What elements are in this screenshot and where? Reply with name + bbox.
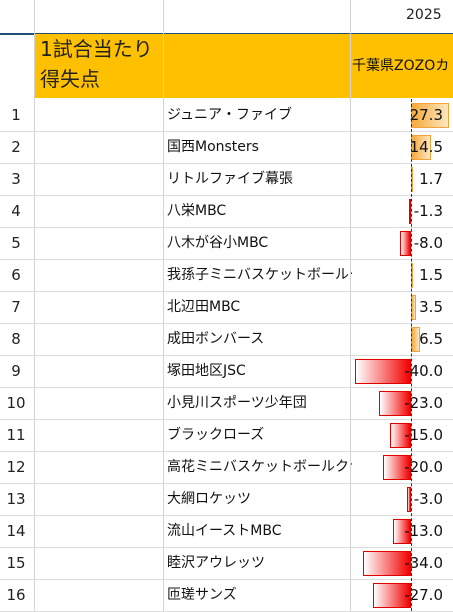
value-label: 6.5 <box>419 330 443 348</box>
value-label: -27.0 <box>404 586 443 604</box>
team-name-cell[interactable]: 八栄MBC <box>167 203 227 219</box>
row-number[interactable]: 1 <box>11 106 21 124</box>
team-name-cell[interactable]: 塚田地区JSC <box>167 363 246 379</box>
team-name-cell[interactable]: リトルファイブ幕張 <box>167 171 293 187</box>
table-row: 5 八木が谷小MBC -8.0 <box>0 227 453 260</box>
value-cell[interactable]: -13.0 <box>350 515 453 547</box>
row-number[interactable]: 13 <box>6 490 26 508</box>
value-label: 27.3 <box>409 106 443 124</box>
table-row: 3 リトルファイブ幕張 1.7 <box>0 163 453 196</box>
table-row: 1 ジュニア・ファイブ 27.3 <box>0 99 453 132</box>
table-row: 8 成田ボンバース 6.5 <box>0 323 453 356</box>
header-band <box>34 34 453 98</box>
value-label: -15.0 <box>404 426 443 444</box>
team-name-cell[interactable]: 流山イーストMBC <box>167 523 282 539</box>
table-row: 7 北辺田MBC 3.5 <box>0 291 453 324</box>
value-cell[interactable]: -15.0 <box>350 419 453 451</box>
table-row: 11 ブラックローズ -15.0 <box>0 419 453 452</box>
header-title-cell[interactable]: 1試合当たり 得失点 <box>40 37 153 91</box>
value-cell[interactable]: -1.3 <box>350 195 453 227</box>
team-name-cell[interactable]: 小見川スポーツ少年団 <box>167 395 307 411</box>
table-row: 10 小見川スポーツ少年団 -23.0 <box>0 387 453 420</box>
team-name-cell[interactable]: 匝瑳サンズ <box>167 587 237 603</box>
table-row: 12 高花ミニバスケットボールクラブ -20.0 <box>0 451 453 484</box>
value-label: -3.0 <box>413 490 443 508</box>
value-cell[interactable]: -8.0 <box>350 227 453 259</box>
value-label: -8.0 <box>413 234 443 252</box>
team-name-cell[interactable]: 高花ミニバスケットボールクラブ <box>167 459 352 475</box>
row-number[interactable]: 10 <box>6 394 26 412</box>
gridline-a <box>34 0 35 611</box>
value-cell[interactable]: 6.5 <box>350 323 453 355</box>
row-number[interactable]: 7 <box>11 298 21 316</box>
header-team-cell[interactable]: 千葉県ZOZOカ <box>352 58 450 74</box>
team-name-cell[interactable]: 大網ロケッツ <box>167 491 251 507</box>
value-label: 14.5 <box>409 138 443 156</box>
table-row: 9 塚田地区JSC -40.0 <box>0 355 453 388</box>
table-row: 2 国西Monsters 14.5 <box>0 131 453 164</box>
value-label: -1.3 <box>413 202 443 220</box>
value-label: 3.5 <box>419 298 443 316</box>
data-bar <box>406 487 411 512</box>
table-row: 6 我孫子ミニバスケットボールクラブ 1.5 <box>0 259 453 292</box>
value-label: 1.7 <box>419 170 443 188</box>
table-row: 13 大網ロケッツ -3.0 <box>0 483 453 516</box>
team-name-cell[interactable]: 睦沢アウレッツ <box>167 555 265 571</box>
value-cell[interactable]: -40.0 <box>350 355 453 387</box>
team-name-cell[interactable]: 八木が谷小MBC <box>167 235 269 251</box>
value-cell[interactable]: 1.7 <box>350 163 453 195</box>
table-row: 15 睦沢アウレッツ -34.0 <box>0 547 453 580</box>
value-cell[interactable]: -3.0 <box>350 483 453 515</box>
data-bar <box>373 583 411 608</box>
data-bar <box>355 359 411 384</box>
team-name-cell[interactable]: 我孫子ミニバスケットボールクラブ <box>167 267 352 283</box>
team-name-cell[interactable]: ジュニア・ファイブ <box>167 107 293 123</box>
value-cell[interactable]: -23.0 <box>350 387 453 419</box>
data-bar <box>409 199 412 224</box>
value-cell[interactable]: -20.0 <box>350 451 453 483</box>
table-row: 4 八栄MBC -1.3 <box>0 195 453 228</box>
gridline-b <box>163 0 164 611</box>
team-name-cell[interactable]: ブラックローズ <box>167 427 265 443</box>
row-number[interactable]: 12 <box>6 458 26 476</box>
value-cell[interactable]: 14.5 <box>350 131 453 163</box>
value-label: -34.0 <box>404 554 443 572</box>
row-number[interactable]: 16 <box>6 586 26 604</box>
row-number[interactable]: 2 <box>11 138 21 156</box>
data-bar <box>399 231 411 256</box>
row-number[interactable]: 15 <box>6 554 26 572</box>
value-cell[interactable]: 27.3 <box>350 99 453 131</box>
row-number[interactable]: 11 <box>6 426 26 444</box>
value-cell[interactable]: 1.5 <box>350 259 453 291</box>
row-number[interactable]: 5 <box>11 234 21 252</box>
row-number[interactable]: 14 <box>6 522 26 540</box>
row-number[interactable]: 6 <box>11 266 21 284</box>
row-number[interactable]: 8 <box>11 330 21 348</box>
value-cell[interactable]: 3.5 <box>350 291 453 323</box>
team-name-cell[interactable]: 成田ボンバース <box>167 331 265 347</box>
team-name-cell[interactable]: 北辺田MBC <box>167 299 241 315</box>
row-number[interactable]: 9 <box>11 362 21 380</box>
value-label: -23.0 <box>404 394 443 412</box>
value-label: -40.0 <box>404 362 443 380</box>
value-label: -20.0 <box>404 458 443 476</box>
gridline-c <box>350 0 351 611</box>
table-row: 16 匝瑳サンズ -27.0 <box>0 579 453 612</box>
databar-axis <box>411 99 412 611</box>
value-cell[interactable]: -27.0 <box>350 579 453 611</box>
value-cell[interactable]: -34.0 <box>350 547 453 579</box>
data-bar <box>390 423 411 448</box>
data-bar <box>378 391 411 416</box>
row-number[interactable]: 3 <box>11 170 21 188</box>
team-name-cell[interactable]: 国西Monsters <box>167 139 259 155</box>
year-cell[interactable]: 2025 <box>406 7 442 23</box>
value-label: -13.0 <box>404 522 443 540</box>
table-row: 14 流山イーストMBC -13.0 <box>0 515 453 548</box>
data-bar <box>383 455 411 480</box>
data-bar <box>392 519 411 544</box>
row-number[interactable]: 4 <box>11 202 21 220</box>
value-label: 1.5 <box>419 266 443 284</box>
data-bar <box>363 551 411 576</box>
